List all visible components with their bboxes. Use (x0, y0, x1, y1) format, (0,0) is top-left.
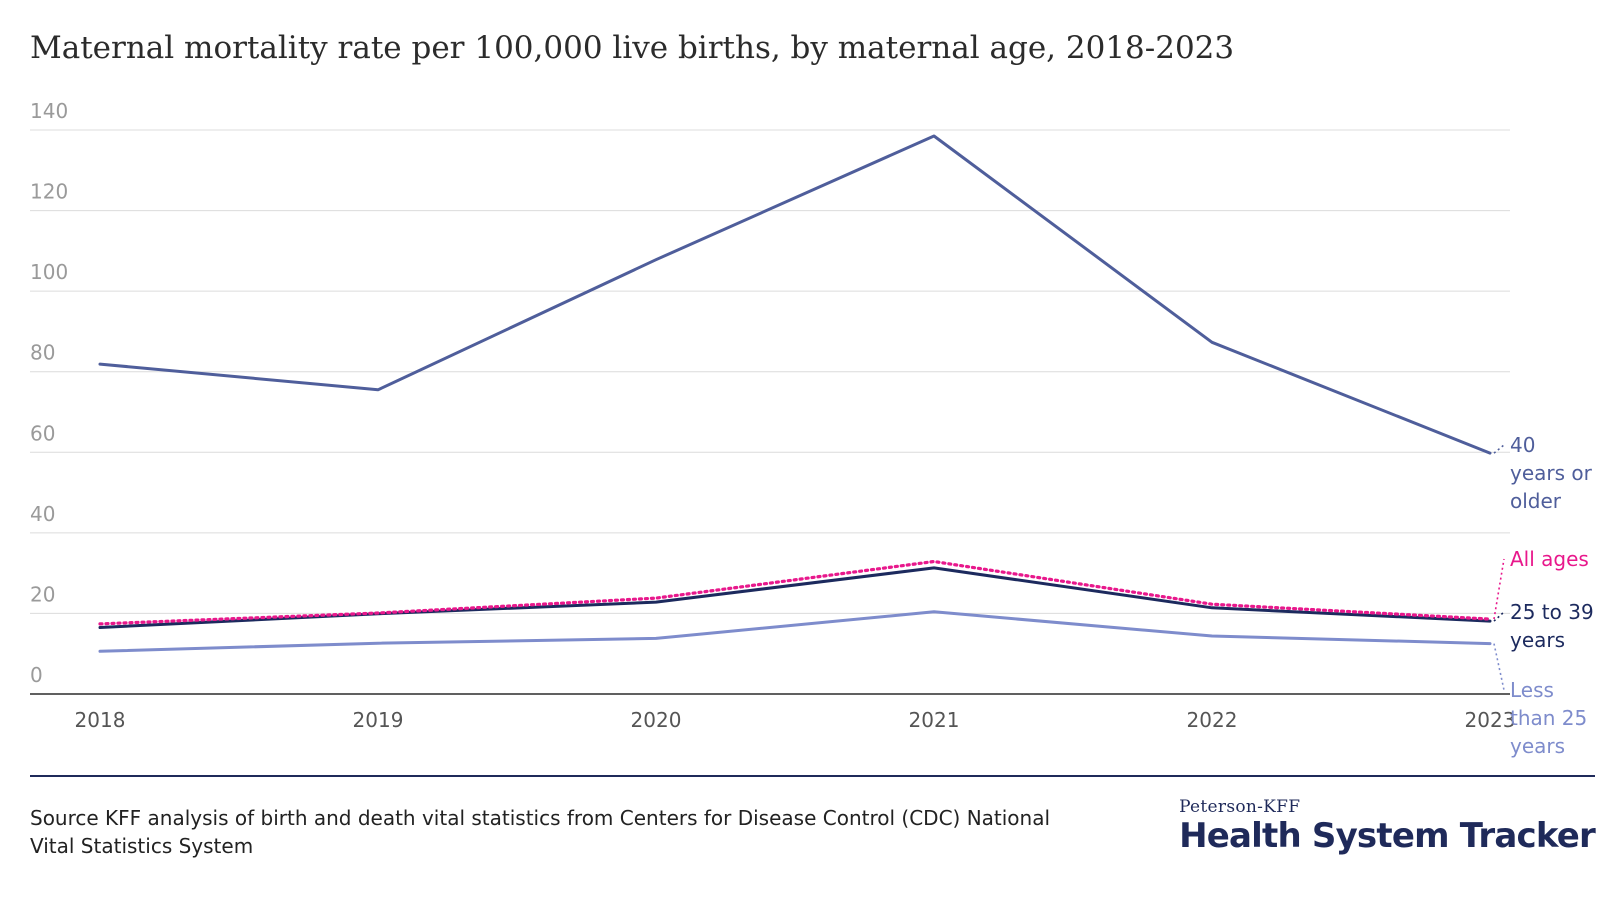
label-leaders (1493, 444, 1505, 691)
series-label-line: years (1510, 734, 1565, 758)
series-label: Less than 25 years (1510, 678, 1587, 758)
label-leader (1493, 611, 1505, 622)
source-note: Source KFF analysis of birth and death v… (30, 806, 1051, 858)
y-tick-label: 20 (30, 582, 55, 606)
series-label: 40 years or older (1510, 433, 1593, 513)
series-label-line: 25 to 39 (1510, 600, 1594, 624)
x-tick-label: 2022 (1187, 708, 1238, 732)
y-tick-label: 100 (30, 260, 68, 284)
y-axis-tick-labels: 0 20 40 60 80 100 120 140 (30, 99, 68, 687)
x-tick-label: 2018 (75, 708, 126, 732)
series-label-line: older (1510, 489, 1562, 513)
series-line (98, 134, 1492, 455)
y-tick-label: 120 (30, 180, 68, 204)
label-leader (1493, 444, 1505, 454)
series-label: All ages (1510, 547, 1589, 571)
x-tick-label: 2019 (353, 708, 404, 732)
label-leader (1493, 643, 1505, 691)
series-label: 25 to 39 years (1510, 600, 1594, 652)
x-tick-label: 2021 (909, 708, 960, 732)
x-tick-label: 2020 (631, 708, 682, 732)
y-tick-label: 80 (30, 341, 55, 365)
logo-top-text: Peterson-KFF (1179, 797, 1301, 817)
y-tick-label: 40 (30, 502, 55, 526)
series-line (98, 610, 1492, 653)
y-tick-label: 60 (30, 421, 55, 445)
label-leader (1493, 558, 1505, 620)
series-line (98, 559, 1492, 626)
series-label-line: than 25 (1510, 706, 1587, 730)
series-lines (98, 134, 1492, 653)
y-tick-label: 0 (30, 663, 43, 687)
gridlines (30, 129, 1510, 695)
footer-divider (30, 775, 1595, 777)
x-axis-tick-labels: 2018 2019 2020 2021 2022 2023 (75, 708, 1516, 732)
series-label-line: Less (1510, 678, 1554, 702)
series-line (98, 566, 1492, 629)
series-label-line: 40 (1510, 433, 1535, 457)
series-label-line: years or (1510, 461, 1593, 485)
series-label-line: years (1510, 628, 1565, 652)
y-tick-label: 140 (30, 99, 68, 123)
series-label-line: All ages (1510, 547, 1589, 571)
brand-logo: Peterson-KFF Health System Tracker (1179, 797, 1596, 856)
logo-main-text: Health System Tracker (1179, 816, 1596, 856)
chart-title: Maternal mortality rate per 100,000 live… (30, 30, 1235, 66)
x-tick-label: 2023 (1465, 708, 1516, 732)
